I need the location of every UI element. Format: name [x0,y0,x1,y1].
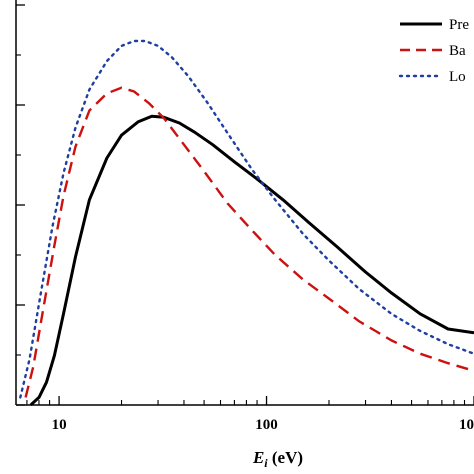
series-line-pre [29,114,474,407]
legend-label-ba: Ba [449,43,466,59]
y-ticks [16,4,25,406]
x-axis-title: Ei (eV) [252,448,303,470]
axes [15,0,474,406]
x-tick-label-1000: 1000 [459,417,474,433]
series-lines [19,39,474,407]
x-axis-title-main: E [252,448,264,467]
x-tick-label-10: 10 [52,417,67,433]
legend-label-pre: Pre [449,17,469,33]
x-tick-label-100: 100 [255,417,278,433]
x-axis-title-sub: i [264,456,268,470]
x-axis-title-unit: (eV) [268,448,303,467]
series-line-lo [19,39,474,399]
series-line-ba [24,86,474,398]
legend-box [392,6,474,86]
legend-label-lo: Lo [449,69,466,85]
x-tick-labels: 10 100 1000 [52,417,474,433]
legend: Pre Ba Lo [392,6,474,86]
x-ticks [26,396,474,405]
